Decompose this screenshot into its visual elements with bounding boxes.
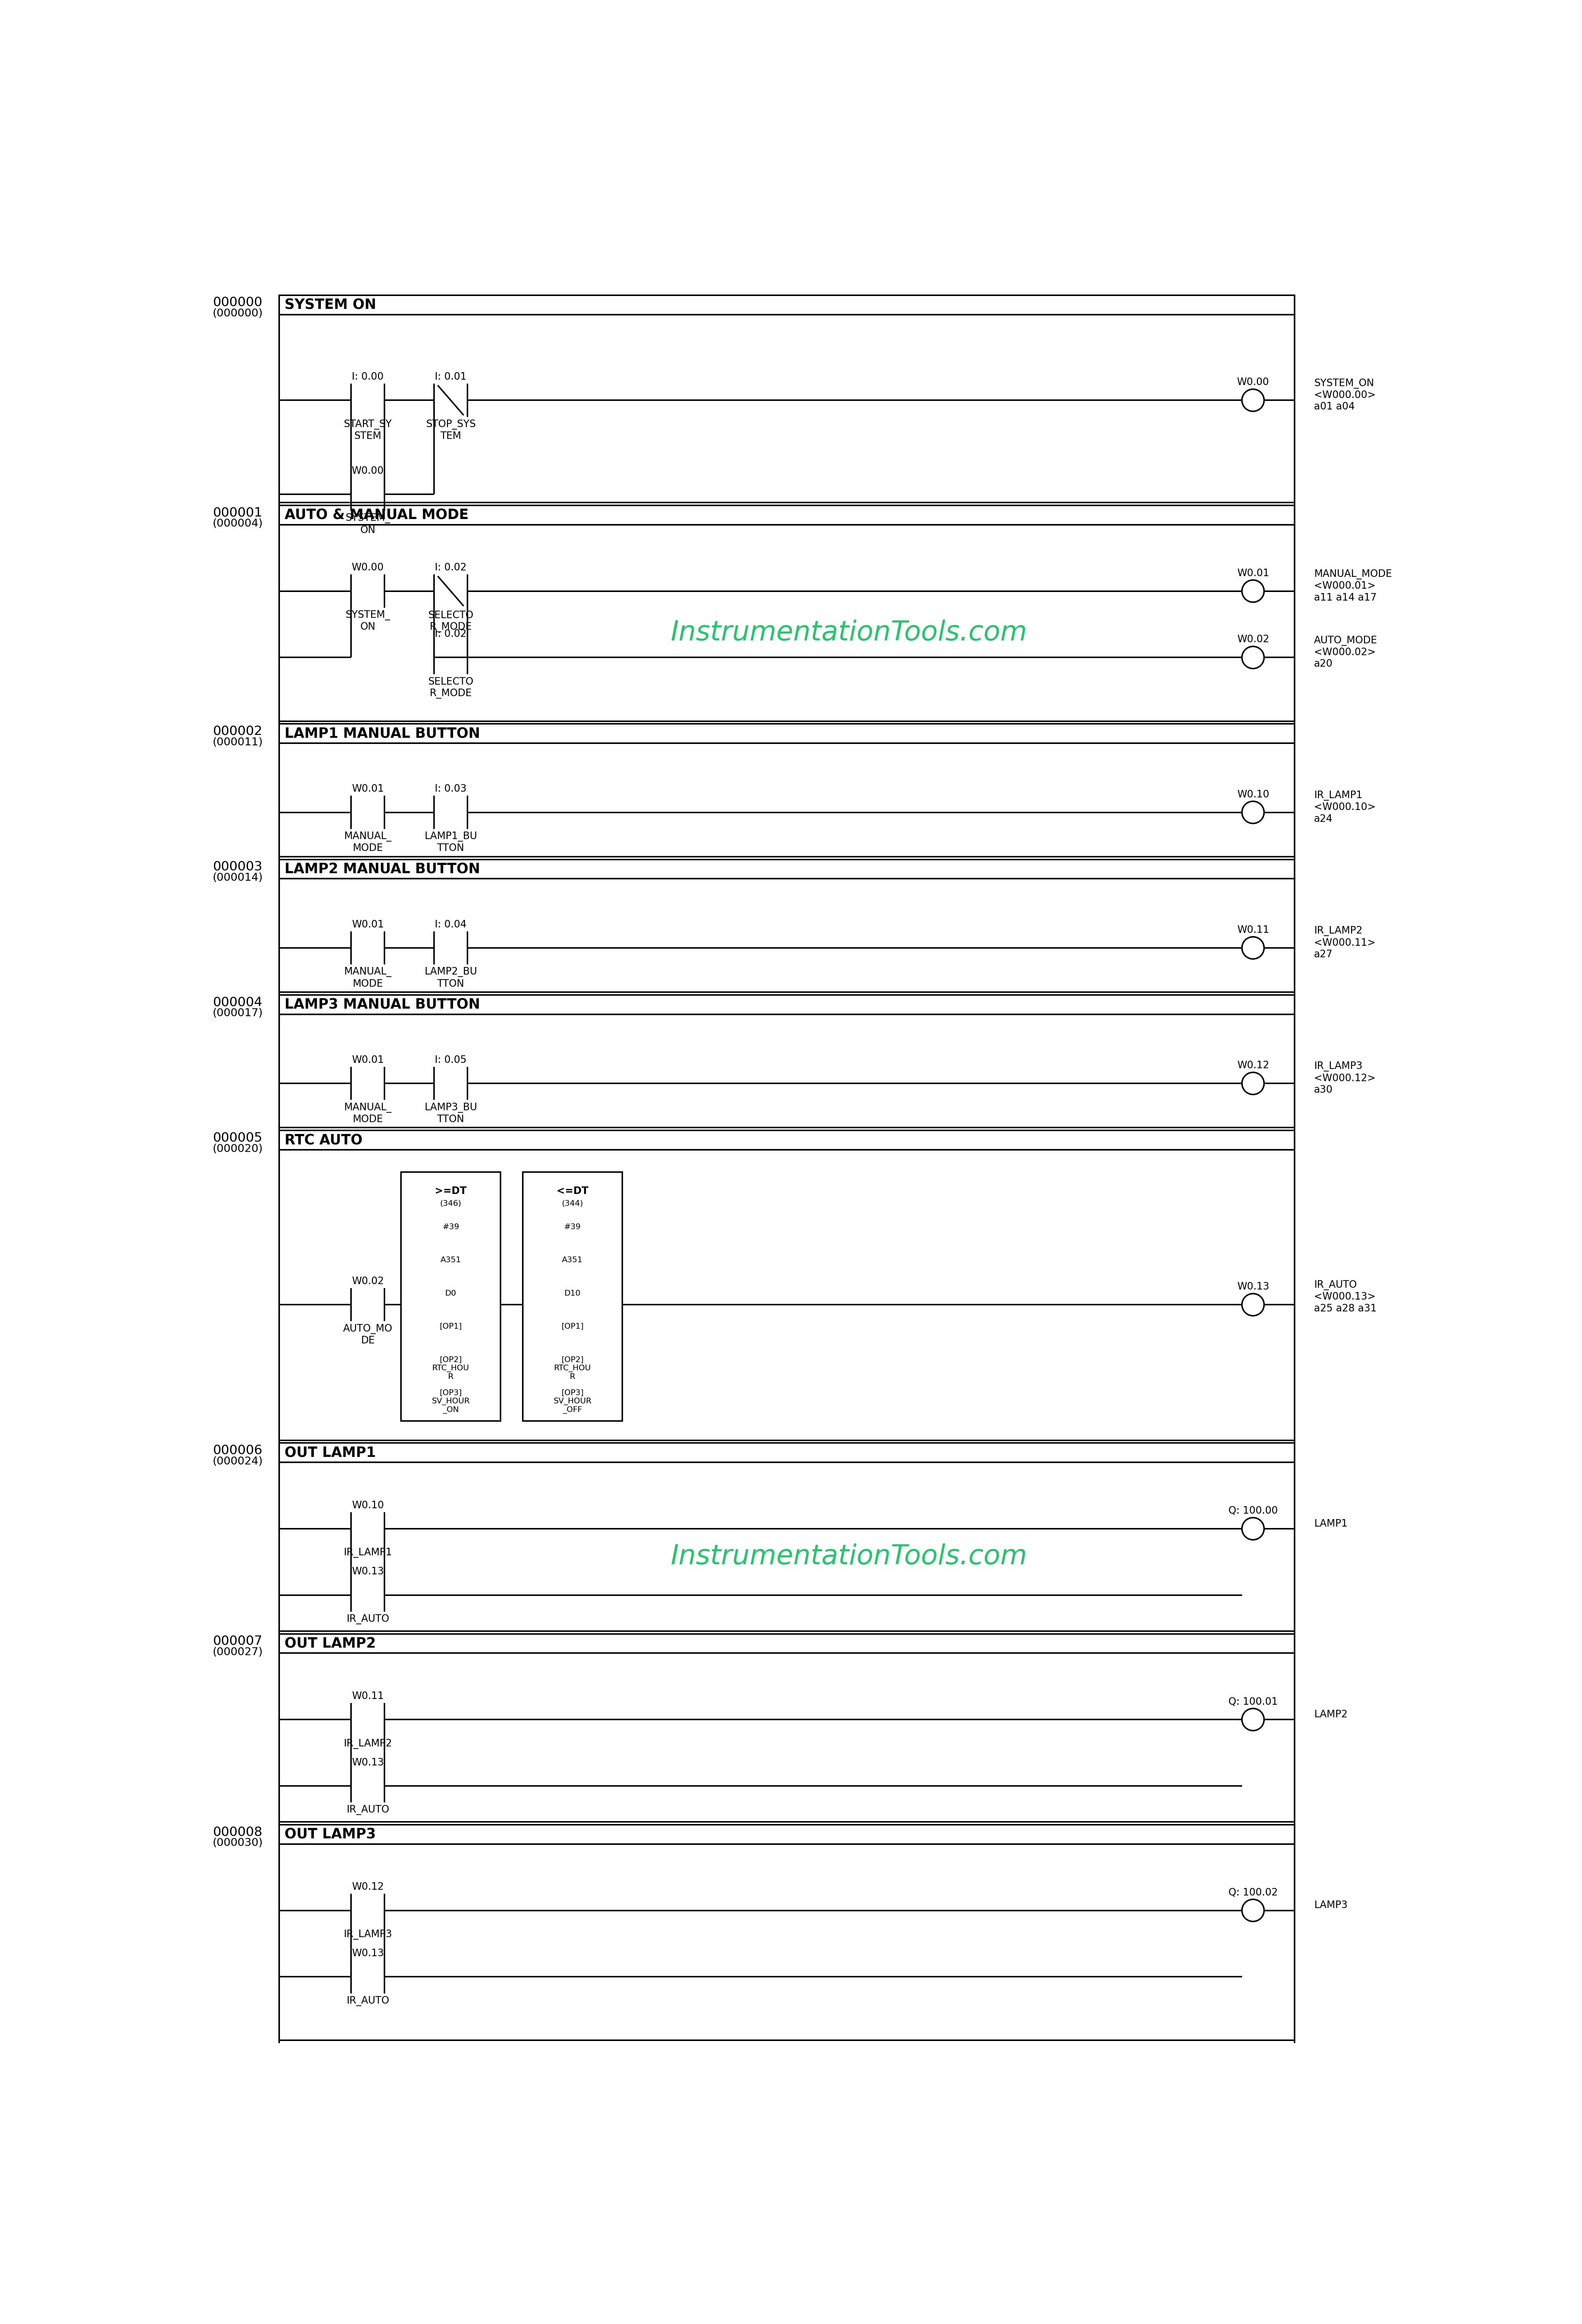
- Text: IR_AUTO: IR_AUTO: [346, 1996, 389, 2006]
- Text: Q: 100.00: Q: 100.00: [1228, 1506, 1278, 1515]
- Text: W0.11: W0.11: [1237, 925, 1269, 934]
- Text: W0.01: W0.01: [1237, 567, 1269, 579]
- Text: RTC AUTO: RTC AUTO: [285, 1134, 362, 1148]
- Text: W0.01: W0.01: [351, 1055, 384, 1064]
- Bar: [278, 878, 1294, 992]
- Bar: [278, 1129, 1294, 1150]
- Text: LAMP2_BU
TTON: LAMP2_BU TTON: [424, 967, 478, 988]
- Text: 000006: 000006: [214, 1443, 263, 1457]
- Bar: [278, 295, 1294, 314]
- Bar: [278, 1443, 1294, 1462]
- Text: W0.13: W0.13: [351, 1948, 384, 1959]
- Bar: [278, 1016, 1294, 1127]
- Text: 000008: 000008: [214, 1827, 263, 1838]
- Bar: [278, 314, 1294, 502]
- Text: I: 0.00: I: 0.00: [351, 372, 383, 381]
- Text: [OP2]
RTC_HOU
R: [OP2] RTC_HOU R: [554, 1355, 592, 1380]
- Text: [OP3]
SV_HOUR
_OFF: [OP3] SV_HOUR _OFF: [554, 1390, 592, 1413]
- Text: W0.00: W0.00: [351, 562, 384, 572]
- Text: W0.00: W0.00: [351, 465, 384, 476]
- Text: LAMP2 MANUAL BUTTON: LAMP2 MANUAL BUTTON: [285, 862, 481, 876]
- Text: MANUAL_
MODE: MANUAL_ MODE: [343, 832, 391, 853]
- Text: 000004: 000004: [214, 997, 263, 1009]
- Text: A351: A351: [440, 1257, 460, 1264]
- Bar: [278, 995, 1294, 1016]
- Text: D10: D10: [565, 1290, 581, 1297]
- Text: (000020): (000020): [212, 1143, 263, 1153]
- Bar: [278, 1843, 1294, 2040]
- Bar: [278, 1462, 1294, 1631]
- Text: [OP3]
SV_HOUR
_ON: [OP3] SV_HOUR _ON: [432, 1390, 470, 1413]
- Text: IR_LAMP1: IR_LAMP1: [343, 1548, 392, 1557]
- Text: IR_LAMP3
<W000.12>
a30: IR_LAMP3 <W000.12> a30: [1315, 1062, 1375, 1095]
- Text: Q: 100.01: Q: 100.01: [1228, 1697, 1278, 1706]
- Text: [OP1]: [OP1]: [562, 1322, 584, 1329]
- Text: 000000: 000000: [214, 295, 263, 309]
- Text: W0.13: W0.13: [351, 1757, 384, 1766]
- Bar: [400, 1171, 500, 1420]
- Text: W0.13: W0.13: [1237, 1281, 1269, 1292]
- Text: #39: #39: [443, 1222, 459, 1229]
- Text: LAMP1: LAMP1: [1315, 1518, 1348, 1529]
- Text: 000007: 000007: [214, 1634, 263, 1648]
- Text: (000027): (000027): [212, 1648, 263, 1657]
- Text: IR_LAMP3: IR_LAMP3: [343, 1929, 392, 1938]
- Text: Q: 100.02: Q: 100.02: [1228, 1887, 1278, 1896]
- Text: I: 0.01: I: 0.01: [435, 372, 467, 381]
- Text: LAMP3 MANUAL BUTTON: LAMP3 MANUAL BUTTON: [285, 997, 481, 1011]
- Text: W0.12: W0.12: [351, 1882, 384, 1892]
- Text: I: 0.04: I: 0.04: [435, 920, 467, 930]
- Text: 000002: 000002: [214, 725, 263, 737]
- Text: STOP_SYS
TEM: STOP_SYS TEM: [426, 418, 476, 442]
- Text: AUTO_MODE
<W000.02>
a20: AUTO_MODE <W000.02> a20: [1315, 634, 1378, 669]
- Text: W0.02: W0.02: [351, 1276, 384, 1285]
- Text: OUT LAMP3: OUT LAMP3: [285, 1827, 377, 1841]
- Text: (000030): (000030): [212, 1838, 263, 1848]
- Text: (000011): (000011): [212, 737, 263, 748]
- Bar: [278, 1634, 1294, 1652]
- Text: OUT LAMP1: OUT LAMP1: [285, 1446, 377, 1459]
- Text: LAMP1 MANUAL BUTTON: LAMP1 MANUAL BUTTON: [285, 727, 481, 741]
- Text: InstrumentationTools.com: InstrumentationTools.com: [671, 621, 1027, 646]
- Text: I: 0.02: I: 0.02: [435, 630, 467, 639]
- Text: 000001: 000001: [214, 507, 263, 518]
- Text: IR_LAMP2
<W000.11>
a27: IR_LAMP2 <W000.11> a27: [1315, 925, 1375, 960]
- Bar: [278, 1652, 1294, 1822]
- Text: LAMP1_BU
TTON: LAMP1_BU TTON: [424, 832, 478, 853]
- Text: (344): (344): [562, 1199, 584, 1206]
- Text: W0.13: W0.13: [351, 1566, 384, 1576]
- Bar: [278, 507, 1294, 525]
- Bar: [278, 1824, 1294, 1843]
- Text: MANUAL_MODE
<W000.01>
a11 a14 a17: MANUAL_MODE <W000.01> a11 a14 a17: [1315, 569, 1392, 602]
- Bar: [278, 525, 1294, 720]
- Text: (000024): (000024): [212, 1455, 263, 1466]
- Text: <=DT: <=DT: [557, 1185, 589, 1197]
- Text: W0.02: W0.02: [1237, 634, 1269, 644]
- Text: D0: D0: [445, 1290, 456, 1297]
- Text: SELECTO
R_MODE: SELECTO R_MODE: [429, 676, 473, 700]
- Text: I: 0.02: I: 0.02: [435, 562, 467, 572]
- Text: LAMP2: LAMP2: [1315, 1708, 1348, 1720]
- Text: IR_AUTO
<W000.13>
a25 a28 a31: IR_AUTO <W000.13> a25 a28 a31: [1315, 1281, 1376, 1313]
- Text: IR_LAMP2: IR_LAMP2: [343, 1738, 392, 1748]
- Text: MANUAL_
MODE: MANUAL_ MODE: [343, 967, 391, 988]
- Bar: [278, 725, 1294, 744]
- Text: (346): (346): [440, 1199, 462, 1206]
- Text: (000014): (000014): [212, 872, 263, 883]
- Text: IR_AUTO: IR_AUTO: [346, 1806, 389, 1815]
- Text: W0.10: W0.10: [351, 1499, 384, 1511]
- Text: [OP1]: [OP1]: [440, 1322, 462, 1329]
- Text: A351: A351: [562, 1257, 582, 1264]
- Text: W0.10: W0.10: [1237, 790, 1269, 799]
- Text: (000017): (000017): [212, 1009, 263, 1018]
- Text: W0.01: W0.01: [351, 783, 384, 795]
- Text: W0.11: W0.11: [351, 1692, 384, 1701]
- Bar: [278, 860, 1294, 878]
- Text: AUTO & MANUAL MODE: AUTO & MANUAL MODE: [285, 509, 468, 523]
- Bar: [522, 1171, 622, 1420]
- Text: OUT LAMP2: OUT LAMP2: [285, 1636, 377, 1650]
- Text: >=DT: >=DT: [435, 1185, 467, 1197]
- Text: (000004): (000004): [212, 518, 263, 530]
- Text: LAMP3: LAMP3: [1315, 1901, 1348, 1910]
- Text: #39: #39: [565, 1222, 581, 1229]
